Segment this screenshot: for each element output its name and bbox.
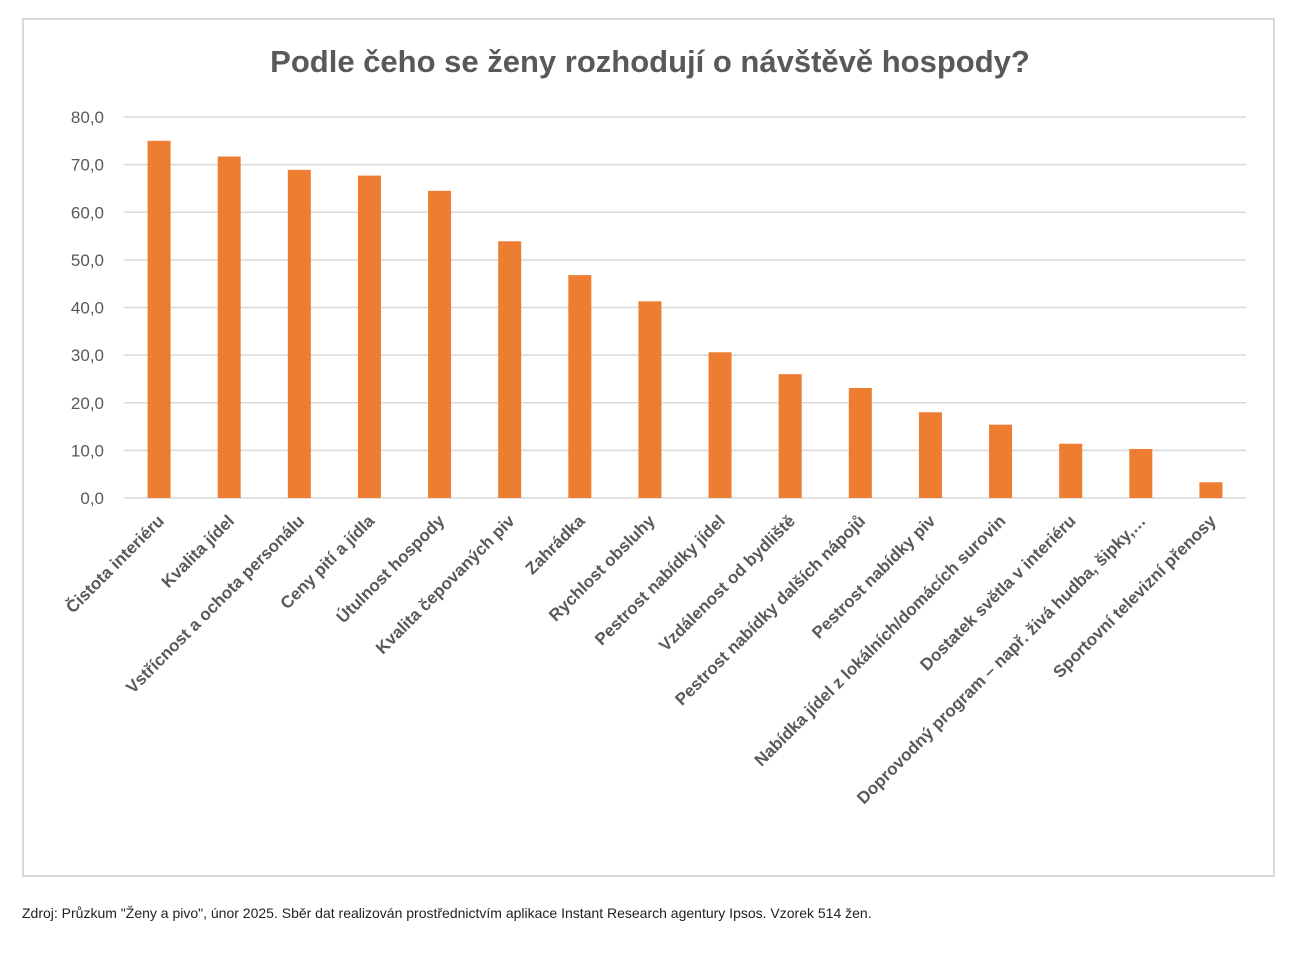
y-tick-label: 80,0 <box>71 108 104 127</box>
y-tick-label: 20,0 <box>71 394 104 413</box>
bar <box>778 374 802 498</box>
bar <box>1059 443 1083 498</box>
bar <box>1199 482 1223 498</box>
y-tick-label: 10,0 <box>71 441 104 460</box>
y-tick-label: 60,0 <box>71 203 104 222</box>
x-category-label: Nabídka jídel z lokálních/domácích surov… <box>751 511 1010 770</box>
bar <box>568 275 592 498</box>
x-category-label: Zahrádka <box>522 511 589 578</box>
bar <box>428 190 452 498</box>
x-category-label: Pestrost nabídky piv <box>808 511 939 642</box>
y-tick-label: 40,0 <box>71 299 104 318</box>
bar <box>638 301 662 498</box>
x-category-label: Kvalita čepovaných piv <box>372 511 519 658</box>
bar <box>989 424 1013 498</box>
y-tick-label: 50,0 <box>71 251 104 270</box>
chart-title: Podle čeho se ženy rozhodují o návštěvě … <box>270 44 1030 79</box>
x-category-label: Vzdálenost od bydliště <box>655 511 799 655</box>
bar <box>357 175 381 499</box>
bar <box>147 140 171 498</box>
bar <box>848 387 872 498</box>
y-tick-label: 30,0 <box>71 346 104 365</box>
bar <box>708 352 732 498</box>
source-note: Zdroj: Průzkum "Ženy a pivo", únor 2025.… <box>22 905 872 921</box>
bar <box>1129 448 1153 498</box>
x-category-label: Pestrost nabídky jídel <box>591 511 729 649</box>
bar <box>918 412 942 498</box>
bar <box>287 169 311 498</box>
y-tick-label: 0,0 <box>80 489 104 508</box>
bar <box>498 241 522 498</box>
x-category-label: Čistota interiéru <box>62 511 168 617</box>
y-tick-label: 70,0 <box>71 156 104 175</box>
bar <box>217 156 241 498</box>
